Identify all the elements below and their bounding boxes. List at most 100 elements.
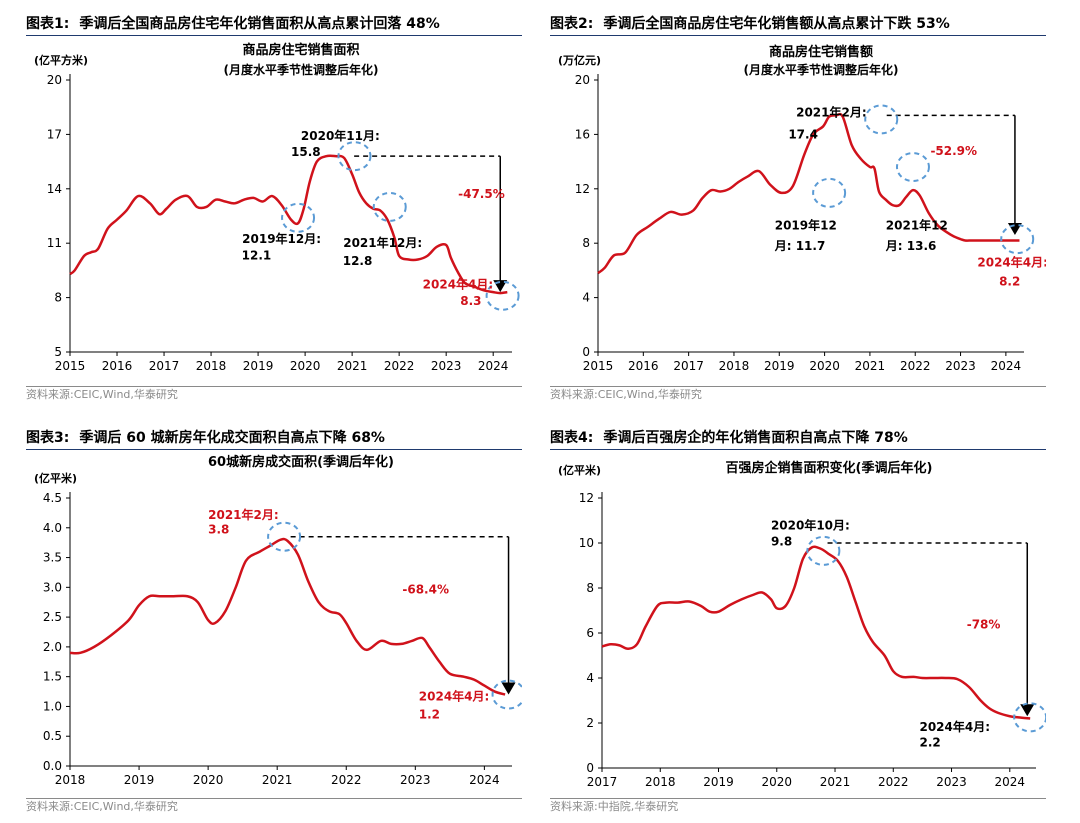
y-tick-label: 16 [575,127,590,141]
x-tick-label: 2024 [991,359,1022,373]
panel-4: 图表4: 季调后百强房企的年化销售面积自高点下降 78% 百强房企销售面积变化(季… [550,428,1046,820]
chart-svg: 商品房住宅销售额 (月度水平季节性调整后年化) (万亿元) 0 4 8 12 16 20 2015… [558,44,1046,373]
chart-title: 60城新房成交面积(季调后年化) [208,454,394,470]
y-tick-label: 20 [575,73,590,87]
x-tick-label: 2019 [764,359,795,373]
x-tick-label: 2016 [628,359,659,373]
highlight-circle [491,679,522,710]
figure-header: 图表1: 季调后全国商品房住宅年化销售面积从高点累计回落 48% [26,14,522,36]
y-tick-label: 0.5 [43,729,62,743]
source-text: 资料来源:CEIC,Wind,华泰研究 [550,388,702,401]
figure-number: 图表2: [550,16,594,32]
y-tick-label: 4.0 [43,521,62,535]
x-tick-label: 2015 [55,359,86,373]
chart-svg: 百强房企销售面积变化(季调后年化) (亿平米) 0 2 4 6 8 10 12 2017 2018 2… [558,460,1046,789]
annotation-label: 3.8 [208,523,229,537]
x-tick-label: 2017 [587,775,618,789]
y-tick-label: 0 [586,761,594,775]
x-tick-label: 2017 [149,359,180,373]
x-tick-label: 2022 [878,775,909,789]
y-tick-label: 20 [47,73,62,87]
source-text: 资料来源:中指院,华泰研究 [550,800,679,813]
source-text: 资料来源:CEIC,Wind,华泰研究 [26,800,178,813]
x-tick-label: 2020 [290,359,321,373]
y-tick-label: 17 [47,127,62,141]
annotation-label: -78% [967,618,1001,632]
annotation-label: 2024年4月: [977,254,1046,269]
y-axis-label: (亿平米) [34,471,77,485]
series-line [601,545,1031,720]
y-tick-label: 0 [582,345,590,359]
x-tick-label: 2020 [761,775,792,789]
x-tick-label: 2024 [469,773,500,787]
annotation-label: 2.2 [919,736,940,750]
x-tick-label: 2024 [995,775,1026,789]
series-line [69,154,508,295]
annotation-label: 月: 11.7 [774,239,826,253]
source-rule [26,798,522,799]
x-tick-label: 2024 [478,359,509,373]
annotation-label: 2021年12月: [343,235,422,250]
highlight-circle [267,521,302,552]
y-tick-label: 12 [579,491,594,505]
annotation-label: -68.4% [402,582,449,596]
x-tick-label: 2017 [673,359,704,373]
highlight-circle [1013,702,1046,733]
highlight-circle [895,152,930,183]
y-tick-label: 11 [47,236,62,250]
x-tick-label: 2018 [196,359,227,373]
x-tick-label: 2020 [193,773,224,787]
header-rule [26,34,522,36]
annotation-label: -47.5% [458,187,505,201]
y-tick-label: 8 [586,581,594,595]
panel-2: 图表2: 季调后全国商品房住宅年化销售额从高点累计下跌 53% 商品房住宅销售额 (… [550,14,1046,406]
figure-title: 季调后百强房企的年化销售面积自高点下降 78% [603,430,908,446]
figure-number: 图表1: [26,16,70,32]
x-tick-label: 2018 [55,773,86,787]
y-tick-label: 8 [582,236,590,250]
panel-1: 图表1: 季调后全国商品房住宅年化销售面积从高点累计回落 48% 商品房住宅销售面… [26,14,522,406]
x-tick-label: 2023 [945,359,976,373]
y-axis-label: (万亿元) [558,53,601,67]
x-tick-label: 2021 [855,359,886,373]
y-tick-label: 0.0 [43,759,62,773]
annotation-label: 2024年4月: [419,688,490,703]
series-line [597,112,1020,275]
figure-title: 季调后 60 城新房年化成交面积自高点下降 68% [79,430,385,446]
x-tick-label: 2021 [820,775,851,789]
x-tick-label: 2016 [102,359,133,373]
highlight-circle [864,104,899,135]
highlight-circle [806,535,841,566]
highlight-circle [1000,224,1035,255]
x-tick-label: 2015 [583,359,614,373]
source-rule [550,386,1046,387]
y-tick-label: 8 [54,291,62,305]
annotation-label: 2021年2月: [208,507,279,522]
x-tick-label: 2023 [936,775,967,789]
annotation-label: 2021年2月: [796,105,867,120]
source-rule [26,386,522,387]
annotation-label: 2024年4月: [423,277,494,292]
figure-header: 图表2: 季调后全国商品房住宅年化销售额从高点累计下跌 53% [550,14,1046,36]
y-tick-label: 3.5 [43,551,62,565]
y-tick-label: 5 [54,345,62,359]
source-note: 资料来源:CEIC,Wind,华泰研究 [26,386,522,404]
header-rule [550,448,1046,450]
chart-title: 商品房住宅销售面积 [242,42,359,58]
y-tick-label: 4.5 [43,491,62,505]
y-tick-label: 2.0 [43,640,62,654]
annotation-label: 2020年10月: [771,518,850,533]
y-tick-label: 14 [47,182,62,196]
y-tick-label: 12 [575,182,590,196]
highlight-circle [372,191,407,222]
x-tick-label: 2019 [124,773,155,787]
annotation-label: 2019年12月: [242,231,321,246]
x-tick-label: 2023 [431,359,462,373]
x-tick-label: 2019 [703,775,734,789]
x-tick-label: 2022 [384,359,415,373]
chart-svg: 商品房住宅销售面积(月度水平季节性调整后年化)(亿平方米)58111417202… [34,42,520,373]
y-tick-label: 4 [586,671,594,685]
y-tick-label: 1.5 [43,670,62,684]
chart-title: 百强房企销售面积变化(季调后年化) [726,460,933,476]
y-tick-label: 3.0 [43,580,62,594]
